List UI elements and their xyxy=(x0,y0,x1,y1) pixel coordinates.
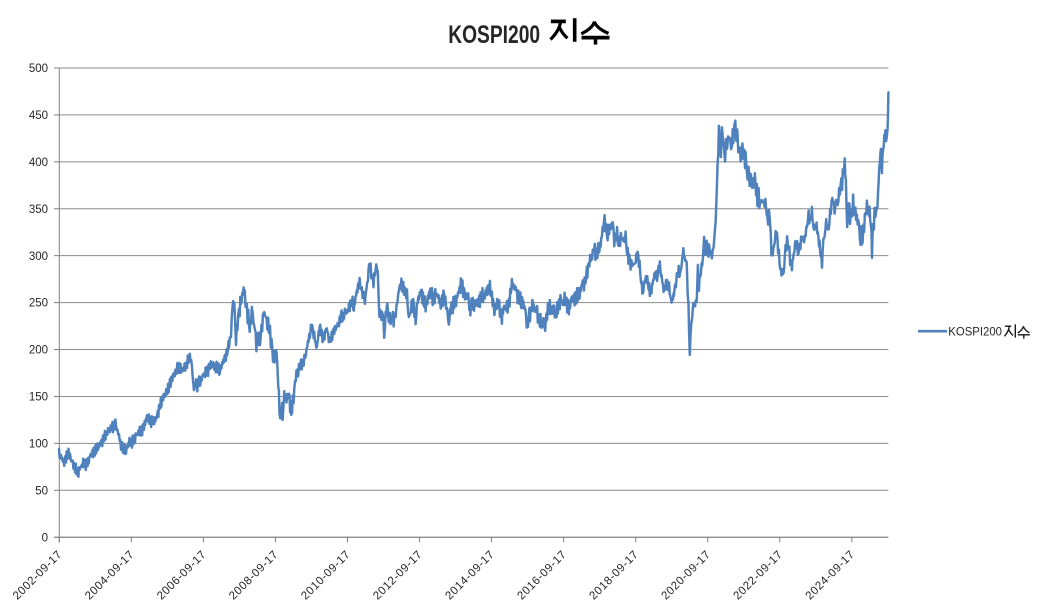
svg-text:250: 250 xyxy=(29,298,48,310)
svg-text:50: 50 xyxy=(35,485,48,497)
svg-text:300: 300 xyxy=(29,251,48,263)
svg-text:350: 350 xyxy=(29,204,48,216)
svg-text:KOSPI200: KOSPI200 xyxy=(448,21,540,49)
svg-text:0: 0 xyxy=(42,532,48,544)
svg-text:100: 100 xyxy=(29,438,48,450)
svg-text:200: 200 xyxy=(29,345,48,357)
svg-text:150: 150 xyxy=(29,392,48,404)
svg-text:450: 450 xyxy=(29,110,48,122)
svg-text:500: 500 xyxy=(29,63,48,75)
svg-text:400: 400 xyxy=(29,157,48,169)
svg-text:KOSPI200: KOSPI200 xyxy=(948,326,1002,338)
